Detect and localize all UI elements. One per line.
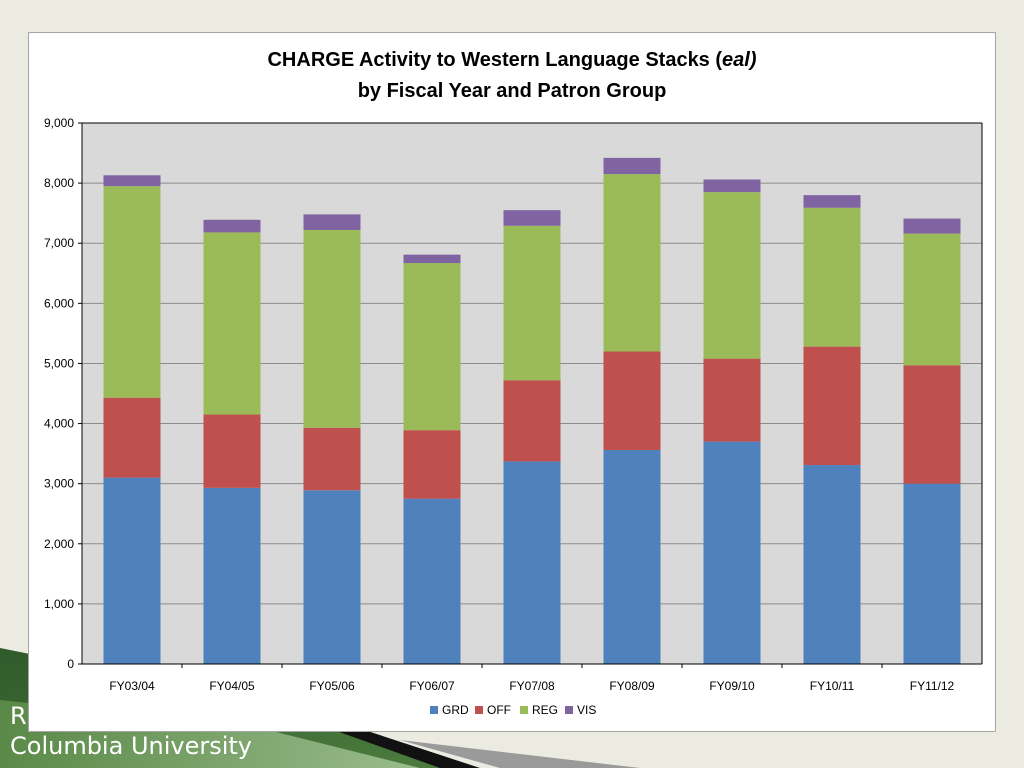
bars	[103, 157, 961, 664]
bar-off	[203, 414, 261, 488]
y-tick-label: 3,000	[44, 477, 74, 491]
bar-reg	[103, 186, 161, 398]
legend-swatch-reg	[520, 706, 528, 714]
x-tick-label: FY04/05	[209, 679, 255, 693]
bar-reg	[403, 263, 461, 431]
bar-off	[503, 380, 561, 462]
bar-grd	[303, 490, 361, 664]
x-tick-label: FY10/11	[810, 679, 855, 693]
x-tick-label: FY08/09	[609, 679, 655, 693]
x-tick-label: FY03/04	[109, 679, 155, 693]
footer-caption: R Columbia University	[10, 700, 252, 762]
legend-label-off: OFF	[487, 703, 511, 717]
chart-container: CHARGE Activity to Western Language Stac…	[28, 32, 996, 732]
bar-grd	[503, 461, 561, 664]
bar-grd	[703, 441, 761, 664]
bar-vis	[403, 254, 461, 264]
bar-vis	[303, 214, 361, 230]
x-tick-label: FY05/06	[309, 679, 355, 693]
legend-swatch-vis	[565, 706, 573, 714]
bar-grd	[603, 450, 661, 664]
bar-reg	[903, 233, 961, 366]
footer-line-1: R	[10, 702, 27, 730]
bar-vis	[703, 179, 761, 193]
bar-off	[703, 358, 761, 442]
bar-grd	[803, 465, 861, 664]
legend-label-vis: VIS	[577, 703, 596, 717]
bar-off	[103, 397, 161, 478]
bar-reg	[203, 232, 261, 415]
chart-title-italic: eal)	[722, 49, 757, 71]
y-tick-label: 7,000	[44, 236, 74, 250]
bar-grd	[403, 498, 461, 664]
x-tick-label: FY11/12	[910, 679, 955, 693]
x-axis-ticks: FY03/04 FY04/05 FY05/06 FY06/07 FY07/08 FY08/…	[109, 664, 955, 693]
x-tick-label: FY07/08	[509, 679, 555, 693]
bar-reg	[503, 225, 561, 381]
bar-off	[403, 430, 461, 499]
bar-vis	[503, 210, 561, 226]
chart-title-line-1: CHARGE Activity to Western Language Stac…	[267, 49, 756, 71]
y-tick-label: 8,000	[44, 176, 74, 190]
x-tick-label: FY06/07	[409, 679, 455, 693]
legend: GRD OFF REG VIS	[430, 703, 596, 717]
y-tick-label: 5,000	[44, 356, 74, 370]
x-tick-label: FY09/10	[709, 679, 755, 693]
legend-label-grd: GRD	[442, 703, 469, 717]
y-axis-ticks: 0 1,000 2,000 3,000 4,000 5,000 6,000 7,000 8,00…	[44, 116, 82, 671]
y-tick-label: 0	[67, 657, 74, 671]
chart-title-main: CHARGE Activity to Western Language Stac…	[267, 49, 722, 71]
footer-band-grey	[400, 740, 640, 768]
bar-grd	[203, 487, 261, 664]
bar-grd	[903, 483, 961, 664]
y-tick-label: 1,000	[44, 597, 74, 611]
bar-off	[303, 427, 361, 491]
y-tick-label: 9,000	[44, 116, 74, 130]
bar-vis	[903, 218, 961, 234]
bar-off	[803, 346, 861, 466]
y-tick-label: 4,000	[44, 417, 74, 431]
y-tick-label: 6,000	[44, 296, 74, 310]
bar-reg	[803, 207, 861, 347]
chart-title-line-2: by Fiscal Year and Patron Group	[358, 80, 667, 102]
footer-line-2: Columbia University	[10, 732, 253, 760]
bar-grd	[103, 477, 161, 664]
legend-label-reg: REG	[532, 703, 558, 717]
bar-vis	[603, 157, 661, 175]
legend-swatch-grd	[430, 706, 438, 714]
bar-reg	[703, 192, 761, 359]
legend-swatch-off	[475, 706, 483, 714]
bar-off	[903, 365, 961, 484]
bar-vis	[103, 175, 161, 187]
bar-vis	[203, 219, 261, 233]
chart: CHARGE Activity to Western Language Stac…	[44, 49, 983, 717]
bar-vis	[803, 195, 861, 208]
bar-off	[603, 351, 661, 451]
y-tick-label: 2,000	[44, 537, 74, 551]
bar-reg	[303, 229, 361, 428]
bar-reg	[603, 174, 661, 352]
